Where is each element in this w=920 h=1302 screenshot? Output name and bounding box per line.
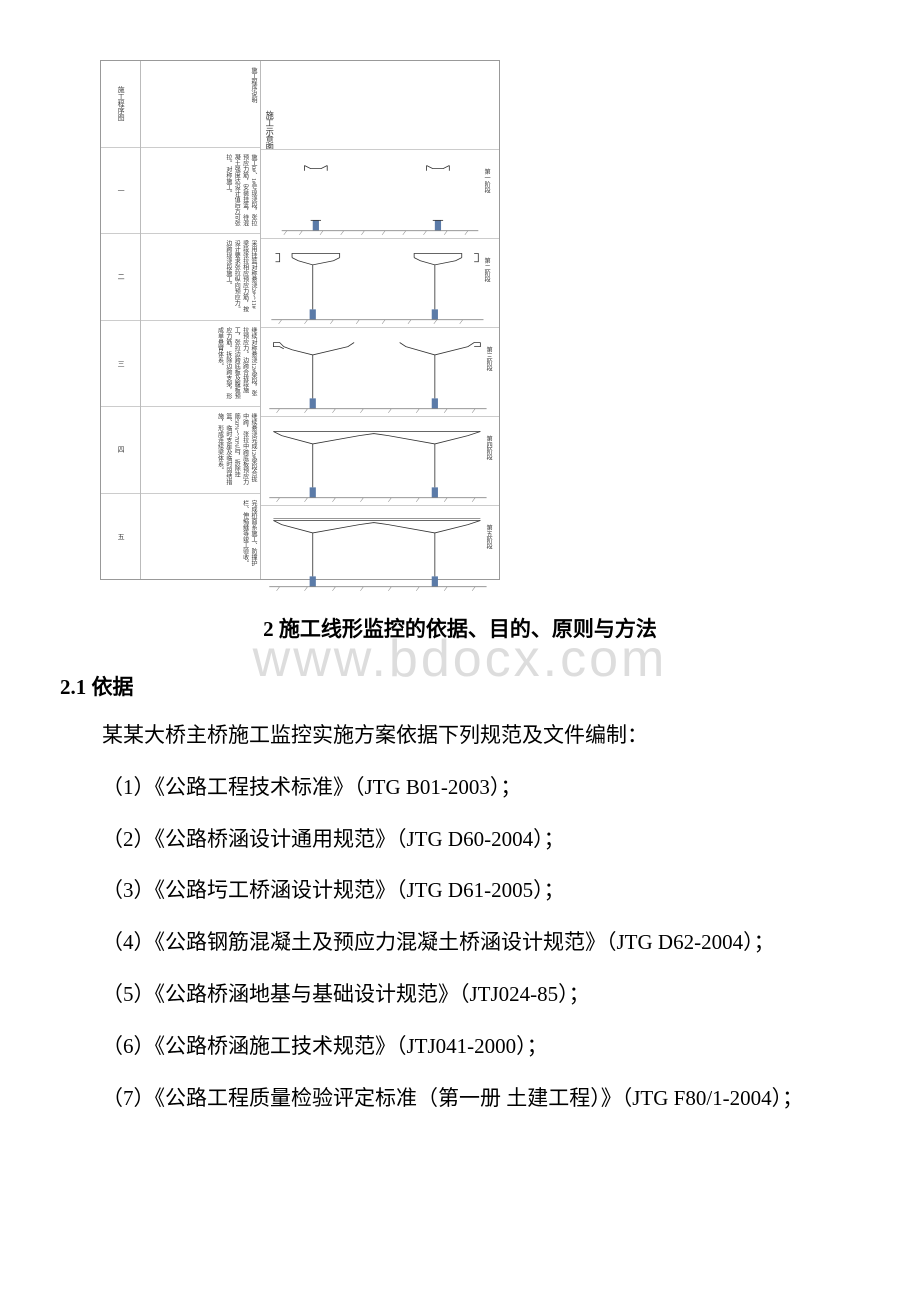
diagram-row-label: 三: [101, 321, 140, 408]
svg-text:第四阶段: 第四阶段: [485, 435, 492, 462]
diagram-descriptions: 施工程序说明 施工0#、1#号现浇段，张拉预应力筋，安装挂篮，待混凝土强度达设计…: [141, 61, 261, 579]
diagram-stage-5: 第五阶段: [261, 506, 499, 594]
diagram-row-label: 一: [101, 148, 140, 235]
diagram-graphics-header: 施工示意图: [261, 61, 499, 150]
svg-text:第五阶段: 第五阶段: [485, 524, 492, 551]
diagram-stage-4: 第四阶段: [261, 417, 499, 506]
diagram-desc-header: 施工程序说明: [141, 61, 260, 148]
diagram-desc: 完成桥面系施工、防撞护栏、伸缩缝等竣工验收。: [141, 494, 260, 580]
page-content: 施工程序图 一 二 三 四 五 施工程序说明 施工0#、1#号现浇段，张拉预应力…: [60, 60, 860, 1119]
diagram-desc: 施工0#、1#号现浇段，张拉预应力筋，安装挂篮，待混凝土强度达设计值后方可张拉。…: [141, 148, 260, 235]
list-item: （2）《公路桥涵设计通用规范》（JTG D60-2004）；: [60, 820, 860, 860]
svg-text:第一阶段: 第一阶段: [483, 168, 490, 195]
section-title: 2 施工线形监控的依据、目的、原则与方法: [60, 610, 860, 650]
diagram-row-label: 四: [101, 407, 140, 494]
intro-paragraph: 某某大桥主桥施工监控实施方案依据下列规范及文件编制：: [60, 716, 860, 756]
diagram-stage-2: 第二阶段: [261, 239, 499, 328]
diagram-stage-3: 第三阶段: [261, 328, 499, 417]
diagram-row-label: 二: [101, 234, 140, 321]
diagram-header-cell: 施工程序图: [101, 61, 140, 148]
construction-diagram: 施工程序图 一 二 三 四 五 施工程序说明 施工0#、1#号现浇段，张拉预应力…: [100, 60, 500, 580]
list-item: （4）《公路钢筋混凝土及预应力混凝土桥涵设计规范》（JTG D62-2004）；: [60, 923, 860, 963]
list-item: （6）《公路桥涵施工技术规范》（JTJ041-2000）；: [60, 1027, 860, 1067]
diagram-graphics-column: 施工示意图: [261, 61, 499, 579]
list-item: （7）《公路工程质量检验评定标准（第一册 土建工程）》（JTG F80/1-20…: [60, 1079, 860, 1119]
list-item: （1）《公路工程技术标准》（JTG B01-2003）；: [60, 768, 860, 808]
list-item: （5）《公路桥涵地基与基础设计规范》（JTJ024-85）；: [60, 975, 860, 1015]
svg-text:第二阶段: 第二阶段: [483, 257, 490, 284]
diagram-desc: 继续对称悬浇12#梁段，张拉预应力。边跨合拢段施工，张拉边跨底板及腹板预应力筋。…: [141, 321, 260, 408]
diagram-desc: 继续悬浇完成12#梁段合拢中跨，张拉中跨底板预应力筋50%～70%后，拆除挂篮、…: [141, 407, 260, 494]
diagram-row-label: 五: [101, 494, 140, 580]
diagram-desc: 采用挂篮对称悬浇2#～11#梁段张拉相应预应力筋，按设计要求张拉纵向预应力。边跨…: [141, 234, 260, 321]
svg-text:第三阶段: 第三阶段: [485, 346, 492, 373]
diagram-stage-1: 第一阶段: [261, 150, 499, 239]
svg-text:施工示意图: 施工示意图: [265, 110, 274, 149]
diagram-row-labels: 施工程序图 一 二 三 四 五: [101, 61, 141, 579]
subsection-heading: 2.1 依据: [60, 668, 860, 708]
list-item: （3）《公路圬工桥涵设计规范》（JTG D61-2005）；: [60, 871, 860, 911]
